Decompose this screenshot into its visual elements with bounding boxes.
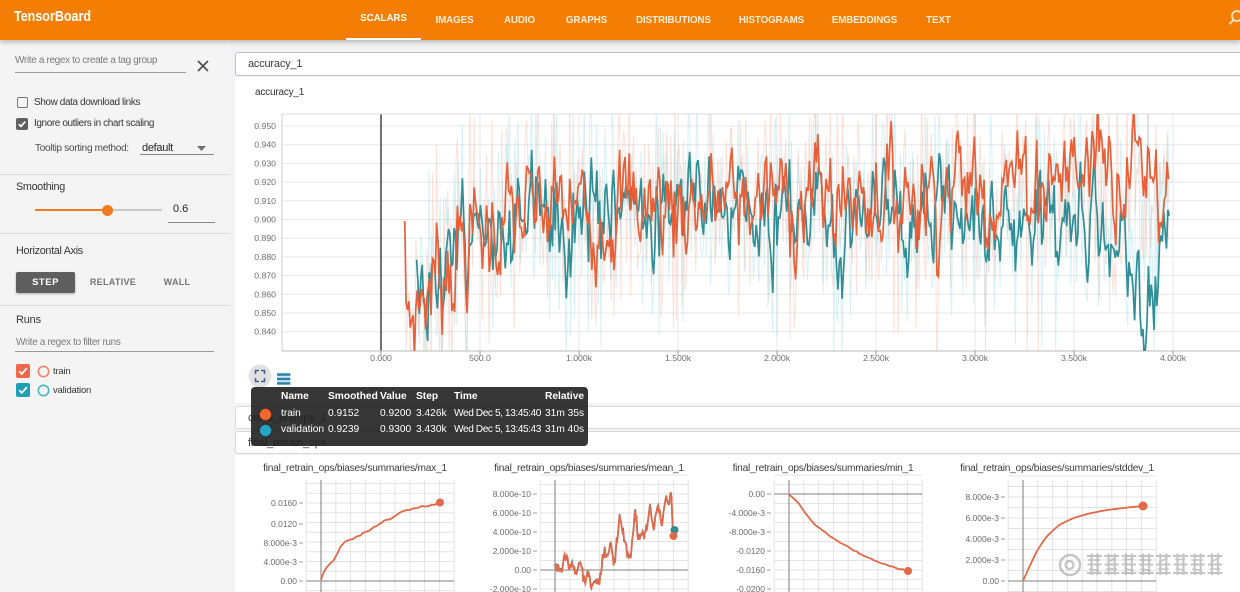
svg-text:0.950: 0.950 [254, 121, 276, 131]
svg-text:6.000e-3: 6.000e-3 [965, 513, 999, 523]
svg-text:0.00: 0.00 [514, 565, 531, 575]
svg-text:0.850: 0.850 [254, 308, 276, 318]
svg-text:0.870: 0.870 [254, 271, 276, 281]
svg-text:8.000e-10: 8.000e-10 [493, 489, 532, 499]
svg-text:6.000e-10: 6.000e-10 [493, 508, 532, 518]
svg-text:4.000e-3: 4.000e-3 [263, 557, 297, 567]
svg-text:0.880: 0.880 [254, 252, 276, 262]
svg-text:3.000k: 3.000k [962, 353, 989, 363]
svg-text:-8.000e-3: -8.000e-3 [729, 527, 766, 537]
svg-text:0.840: 0.840 [254, 327, 276, 337]
svg-text:0.920: 0.920 [254, 177, 276, 187]
svg-text:1.000k: 1.000k [566, 353, 593, 363]
svg-text:2.000k: 2.000k [764, 353, 791, 363]
svg-text:0.00: 0.00 [280, 576, 297, 586]
svg-text:0.900: 0.900 [254, 215, 276, 225]
svg-text:3.500k: 3.500k [1061, 353, 1088, 363]
svg-text:0.940: 0.940 [254, 140, 276, 150]
svg-text:-4.000e-3: -4.000e-3 [729, 508, 766, 518]
svg-text:2.000e-10: 2.000e-10 [493, 546, 532, 556]
svg-text:1.500k: 1.500k [665, 353, 692, 363]
svg-text:-0.0120: -0.0120 [736, 546, 765, 556]
svg-text:500.0: 500.0 [469, 353, 491, 363]
svg-text:4.000k: 4.000k [1160, 353, 1187, 363]
svg-text:-0.0160: -0.0160 [736, 565, 765, 575]
svg-text:0.910: 0.910 [254, 196, 276, 206]
svg-text:0.0120: 0.0120 [271, 519, 297, 529]
svg-text:2.500k: 2.500k [863, 353, 890, 363]
svg-text:0.890: 0.890 [254, 233, 276, 243]
svg-text:-0.0200: -0.0200 [736, 584, 765, 592]
svg-text:-2.000e-10: -2.000e-10 [490, 584, 531, 592]
svg-text:0.0160: 0.0160 [271, 498, 297, 508]
svg-text:8.000e-3: 8.000e-3 [263, 538, 297, 548]
svg-text:0.930: 0.930 [254, 158, 276, 168]
svg-text:0.00: 0.00 [982, 576, 999, 586]
svg-text:8.000e-3: 8.000e-3 [965, 492, 999, 502]
svg-text:2.000e-3: 2.000e-3 [965, 555, 999, 565]
svg-text:4.000e-10: 4.000e-10 [493, 527, 532, 537]
svg-text:0.00: 0.00 [748, 489, 765, 499]
svg-text:4.000e-3: 4.000e-3 [965, 534, 999, 544]
svg-text:0.000: 0.000 [370, 353, 392, 363]
svg-text:0.860: 0.860 [254, 289, 276, 299]
